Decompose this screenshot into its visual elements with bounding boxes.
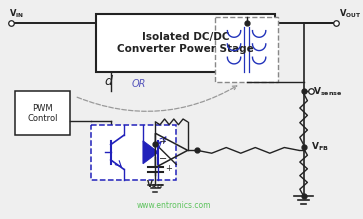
Bar	[15, 92, 70, 135]
Text: Isolated DC/DC
Converter Power Stage: Isolated DC/DC Converter Power Stage	[117, 32, 254, 54]
Text: +: +	[159, 137, 166, 146]
Text: PWM
Control: PWM Control	[27, 104, 57, 123]
Text: −: −	[159, 154, 167, 164]
Text: OR: OR	[132, 79, 146, 89]
Text: +: +	[165, 164, 172, 173]
Polygon shape	[143, 141, 158, 164]
Bar	[91, 125, 176, 180]
Bar	[215, 17, 278, 82]
Text: $\mathbf{V_{IN}}$: $\mathbf{V_{IN}}$	[9, 8, 24, 20]
Text: $\mathbf{V_{FB}}$: $\mathbf{V_{FB}}$	[311, 140, 329, 153]
Bar	[97, 14, 275, 72]
Text: $\mathbf{V_{sense}}$: $\mathbf{V_{sense}}$	[313, 85, 342, 98]
Text: www.entronics.com: www.entronics.com	[136, 201, 211, 210]
Text: $\mathbf{V_{OUT}}$: $\mathbf{V_{OUT}}$	[339, 8, 361, 20]
Text: d: d	[105, 75, 113, 88]
FancyArrowPatch shape	[77, 86, 237, 111]
Text: $\mathbf{V_{REF}}$: $\mathbf{V_{REF}}$	[146, 179, 165, 191]
